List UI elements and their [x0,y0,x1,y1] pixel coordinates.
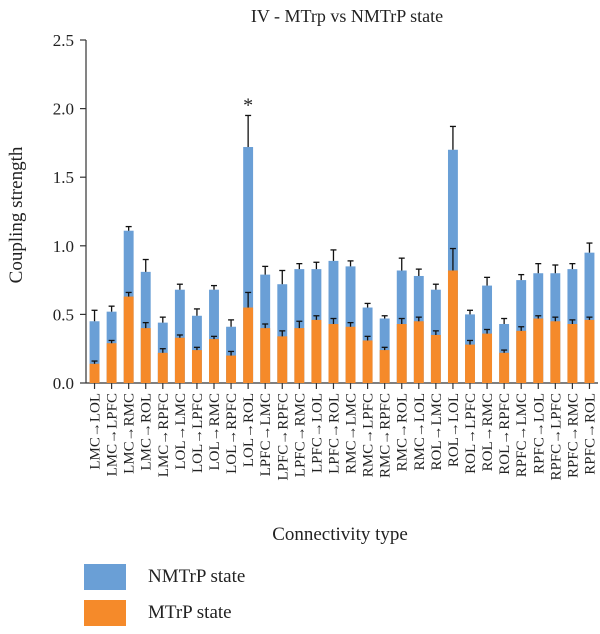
legend-swatch-nmtrp [84,564,126,590]
bar-mtrp [413,321,424,383]
legend-item-mtrp: MTrP state [84,598,245,628]
x-tick-label: RMC→LPFC [361,393,377,477]
x-tick-label: LPFC→RMC [292,393,308,477]
bar-mtrp [465,344,475,383]
x-tick-label: LOL→LMC [173,393,189,470]
x-tick-label: LOL→RPFC [224,393,240,474]
x-tick-label: RMC→LOL [412,393,428,471]
bar-mtrp [174,337,185,383]
bar-mtrp [260,328,271,383]
bar-nmtrp [89,321,100,383]
bar-mtrp [277,336,288,383]
x-tick-label: LMC→ROL [139,393,155,471]
y-tick-label: 1.0 [53,237,74,256]
bar-mtrp [550,321,561,383]
bar-mtrp [226,355,237,383]
bar-mtrp [516,330,527,383]
x-tick-label: ROL→RPFC [497,393,513,475]
y-tick-label: 2.5 [53,31,74,50]
bar-mtrp [430,334,441,383]
x-tick-label: LPFC→LOL [309,393,325,473]
y-tick-label: 0.0 [53,374,74,393]
x-tick-label: ROL→LOL [446,393,462,467]
bar-mtrp [328,324,339,383]
bar-mtrp [243,307,254,383]
bar-mtrp [106,343,117,383]
bar-mtrp [499,352,510,383]
y-tick-label: 0.5 [53,305,74,324]
bar-mtrp [140,328,151,383]
x-tick-label: LOL→ROL [241,393,257,467]
stacked-bar-chart: IV - MTrp vs NMTrP state Coupling streng… [6,6,599,545]
bar-mtrp [533,318,544,383]
x-tick-label: RPFC→LMC [514,393,530,477]
legend-swatch-mtrp [84,600,126,626]
y-axis-label: Coupling strength [6,146,27,283]
x-tick-label: ROL→LMC [429,393,445,471]
x-tick-label: LPFC→RPFC [275,393,291,481]
bar-nmtrp [243,147,254,383]
bar-mtrp [123,296,134,383]
legend-label-nmtrp: NMTrP state [148,566,246,587]
x-tick-label: LOL→RMC [207,393,223,471]
x-axis-label: Connectivity type [272,524,408,545]
bar-mtrp [362,340,373,383]
x-tick-label: LPFC→ROL [326,393,342,474]
x-tick-label: LOL→LPFC [190,393,206,473]
x-tick-label: RMC→RPFC [378,393,394,478]
bar-mtrp [379,350,390,383]
x-tick-label: RMC→LMC [344,393,360,474]
x-tick-label: ROL→RMC [480,393,496,471]
y-tick-label: 1.5 [53,168,74,187]
plot-area: 0.0 0.5 1.0 1.5 2.0 2.5 LMC→LOL LMC→LPFC LMC→RMC… [53,31,599,481]
x-tick-label: LMC→RMC [122,393,138,474]
x-tick-label: LPFC→LMC [258,393,274,476]
legend-item-nmtrp: NMTrP state [84,562,245,592]
legend-label-mtrp: MTrP state [148,602,232,623]
x-tick-label: RPFC→ROL [582,393,598,475]
bar-mtrp [191,350,202,383]
x-tick-label: LMC→LOL [88,393,104,470]
y-tick-label: 2.0 [53,100,74,119]
x-tick-label: RPFC→RMC [565,393,581,478]
x-tick-label: RMC→ROL [395,393,411,471]
bar-mtrp [567,324,578,383]
x-tick-label: LMC→RPFC [156,393,172,477]
bar-mtrp [311,319,322,383]
x-tick-label: ROL→LPFC [463,393,479,474]
bar-mtrp [157,352,168,383]
chart-title: IV - MTrp vs NMTrP state [251,6,443,26]
bar-mtrp [584,319,595,383]
bar-mtrp [89,363,100,383]
bar-mtrp [294,328,305,383]
bar-mtrp [396,324,407,383]
bar-mtrp [345,326,356,383]
bar-mtrp [447,270,458,383]
significance-annotation: * [243,94,253,116]
legend: NMTrP state MTrP state [84,562,245,634]
x-tick-label: RPFC→LOL [531,393,547,474]
bar-mtrp [482,333,493,383]
x-tick-label: RPFC→LPFC [548,393,564,481]
bar-mtrp [209,339,219,383]
x-tick-label: LMC→LPFC [105,393,121,476]
